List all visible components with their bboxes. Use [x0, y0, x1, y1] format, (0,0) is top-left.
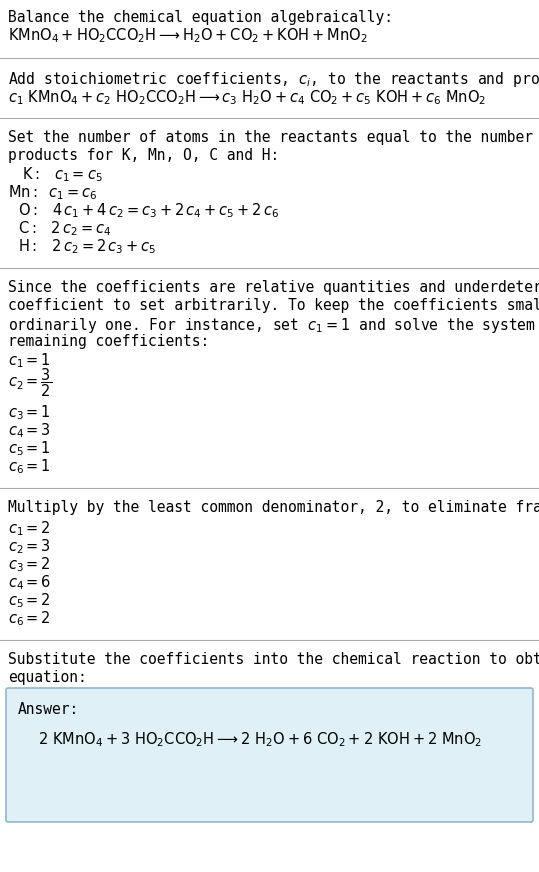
Text: coefficient to set arbitrarily. To keep the coefficients small, the arbitrary va: coefficient to set arbitrarily. To keep … — [8, 298, 539, 313]
Text: $c_1\ \mathrm{KMnO_4} + c_2\ \mathrm{HO_2CCO_2H} \longrightarrow c_3\ \mathrm{H_: $c_1\ \mathrm{KMnO_4} + c_2\ \mathrm{HO_… — [8, 88, 486, 106]
Text: $c_4 = 6$: $c_4 = 6$ — [8, 573, 51, 592]
Text: Balance the chemical equation algebraically:: Balance the chemical equation algebraica… — [8, 10, 393, 25]
Text: equation:: equation: — [8, 670, 87, 685]
Text: $c_1 = 1$: $c_1 = 1$ — [8, 351, 51, 370]
Text: Set the number of atoms in the reactants equal to the number of atoms in the: Set the number of atoms in the reactants… — [8, 130, 539, 145]
FancyBboxPatch shape — [6, 688, 533, 822]
Text: Since the coefficients are relative quantities and underdetermined, choose a: Since the coefficients are relative quan… — [8, 280, 539, 295]
Text: $c_5 = 2$: $c_5 = 2$ — [8, 591, 51, 610]
Text: Substitute the coefficients into the chemical reaction to obtain the balanced: Substitute the coefficients into the che… — [8, 652, 539, 667]
Text: $\mathrm{KMnO_4 + HO_2CCO_2H \longrightarrow H_2O + CO_2 + KOH + MnO_2}$: $\mathrm{KMnO_4 + HO_2CCO_2H \longrighta… — [8, 26, 368, 44]
Text: $c_2 = \dfrac{3}{2}$: $c_2 = \dfrac{3}{2}$ — [8, 366, 52, 399]
Text: $c_6 = 1$: $c_6 = 1$ — [8, 457, 51, 476]
Text: $\mathrm{K:}\;\;\; c_1 = c_5$: $\mathrm{K:}\;\;\; c_1 = c_5$ — [22, 165, 103, 184]
Text: Answer:: Answer: — [18, 702, 79, 717]
Text: remaining coefficients:: remaining coefficients: — [8, 334, 209, 349]
Text: Add stoichiometric coefficients, $c_i$, to the reactants and products:: Add stoichiometric coefficients, $c_i$, … — [8, 70, 539, 89]
Text: ordinarily one. For instance, set $c_1 = 1$ and solve the system of equations fo: ordinarily one. For instance, set $c_1 =… — [8, 316, 539, 335]
Text: $\mathrm{O:}\;\;\; 4\,c_1 + 4\,c_2 = c_3 + 2\,c_4 + c_5 + 2\,c_6$: $\mathrm{O:}\;\;\; 4\,c_1 + 4\,c_2 = c_3… — [18, 201, 279, 220]
Text: $c_6 = 2$: $c_6 = 2$ — [8, 609, 51, 628]
Text: $\mathrm{H:}\;\;\; 2\,c_2 = 2\,c_3 + c_5$: $\mathrm{H:}\;\;\; 2\,c_2 = 2\,c_3 + c_5… — [18, 237, 156, 255]
Text: Multiply by the least common denominator, 2, to eliminate fractional coefficient: Multiply by the least common denominator… — [8, 500, 539, 515]
Text: $c_4 = 3$: $c_4 = 3$ — [8, 421, 51, 439]
Text: $c_5 = 1$: $c_5 = 1$ — [8, 439, 51, 458]
Text: $c_2 = 3$: $c_2 = 3$ — [8, 537, 51, 555]
Text: $\mathrm{Mn:}\;\; c_1 = c_6$: $\mathrm{Mn:}\;\; c_1 = c_6$ — [8, 183, 98, 201]
Text: products for K, Mn, O, C and H:: products for K, Mn, O, C and H: — [8, 148, 279, 163]
Text: $c_1 = 2$: $c_1 = 2$ — [8, 519, 51, 538]
Text: $\mathrm{C:}\;\;\; 2\,c_2 = c_4$: $\mathrm{C:}\;\;\; 2\,c_2 = c_4$ — [18, 219, 111, 238]
Text: $c_3 = 1$: $c_3 = 1$ — [8, 403, 51, 422]
Text: $2\ \mathrm{KMnO_4} + 3\ \mathrm{HO_2CCO_2H} \longrightarrow 2\ \mathrm{H_2O} + : $2\ \mathrm{KMnO_4} + 3\ \mathrm{HO_2CCO… — [38, 730, 482, 749]
Text: $c_3 = 2$: $c_3 = 2$ — [8, 555, 51, 574]
